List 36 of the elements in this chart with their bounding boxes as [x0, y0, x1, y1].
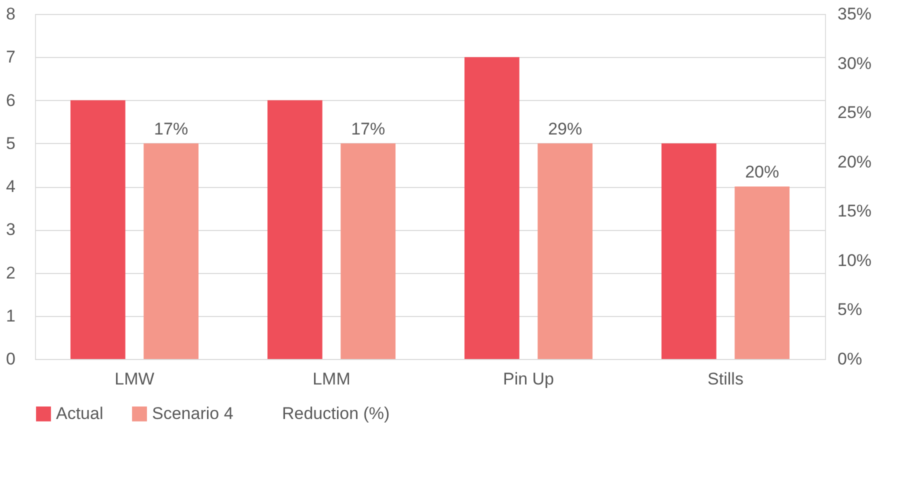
y2-tick-label: 20%	[838, 152, 872, 172]
legend-label: Actual	[56, 404, 104, 423]
annotation: 17%	[154, 119, 188, 138]
y-tick-label: 6	[6, 90, 16, 110]
x-tick-label: LMM	[312, 370, 350, 388]
y-tick-label: 0	[6, 350, 16, 368]
y2-tick-label: 10%	[838, 250, 872, 270]
bar	[144, 143, 199, 359]
bar	[267, 100, 322, 359]
y-tick-label: 7	[6, 48, 16, 67]
annotation: 20%	[745, 162, 780, 182]
bar	[734, 186, 790, 359]
bar	[340, 143, 396, 359]
y2-tick-label: 0%	[838, 350, 862, 368]
annotation: 17%	[351, 119, 386, 138]
x-tick-label: Pin Up	[502, 370, 554, 388]
bar	[464, 57, 520, 359]
y-tick-label: 8	[6, 4, 16, 24]
x-tick-label: LMW	[114, 370, 154, 388]
text: Reduction (%)	[282, 404, 390, 423]
x-tick-label: Stills	[708, 370, 744, 388]
y-tick-label: 5	[6, 134, 16, 153]
bar	[70, 100, 126, 359]
y2-tick-label: 30%	[838, 54, 872, 73]
y2-tick-label: 15%	[838, 202, 872, 221]
y-tick-label: 2	[6, 263, 16, 282]
y-tick-label: 4	[6, 177, 16, 196]
y2-tick-label: 5%	[838, 300, 862, 320]
legend-label: Scenario 4	[152, 404, 234, 423]
annotation: 29%	[548, 119, 582, 138]
y-tick-label: 3	[6, 220, 16, 240]
y-tick-label: 1	[6, 306, 16, 326]
bar	[538, 143, 593, 359]
y2-tick-label: 25%	[838, 103, 872, 122]
y2-tick-label: 35%	[838, 4, 872, 24]
bar	[661, 143, 716, 359]
